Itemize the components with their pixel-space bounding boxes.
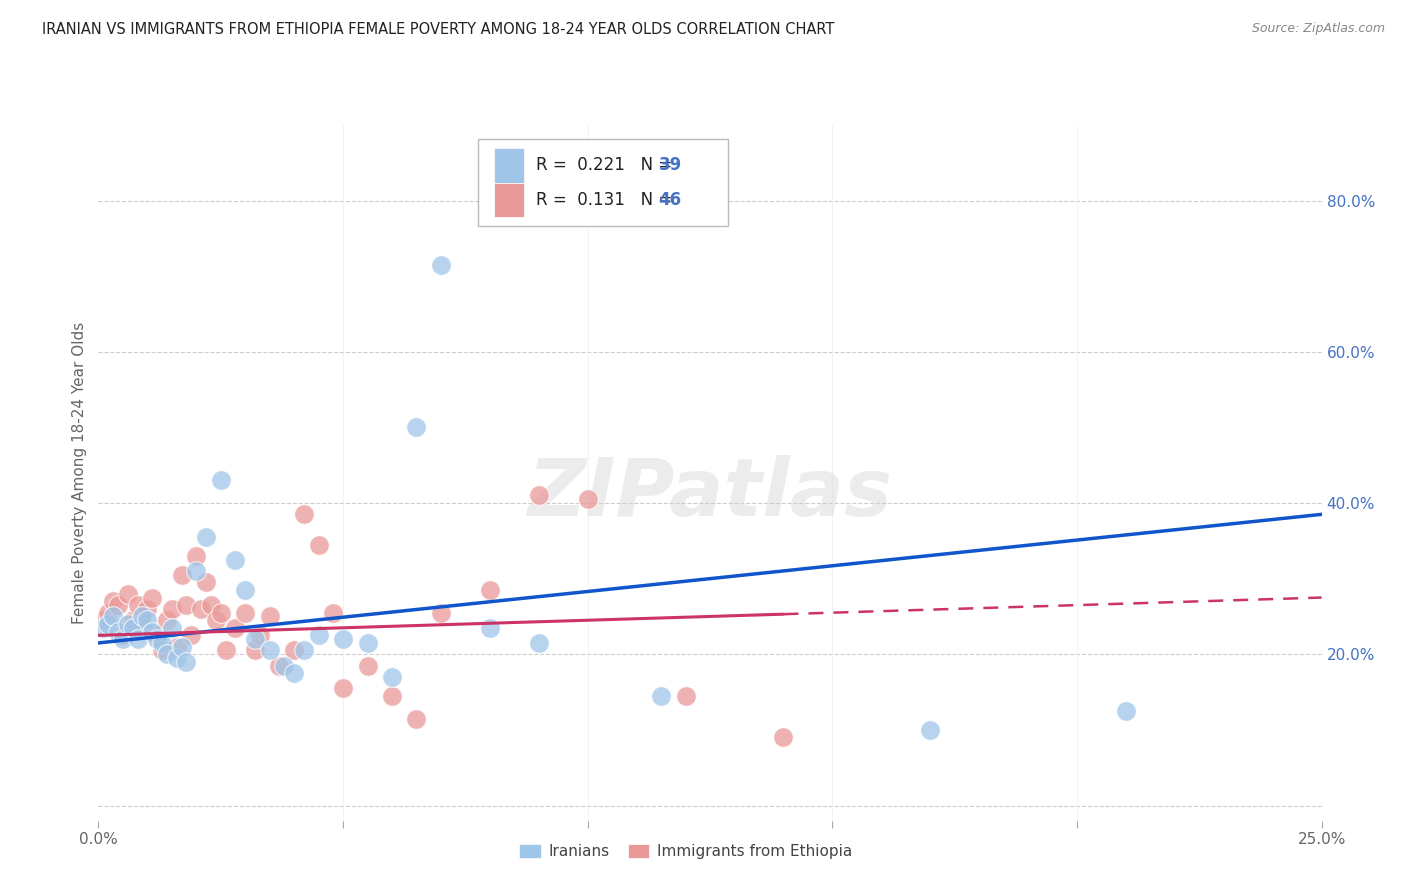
Point [111,628,134,642]
Point [292,508,315,522]
Text: 39: 39 [658,156,682,174]
Point [190,602,212,616]
Text: ZIPatlas: ZIPatlas [527,455,893,533]
Point [160,621,183,635]
FancyBboxPatch shape [494,148,524,183]
Point [186,564,208,578]
Point [772,731,794,745]
Point [180,628,202,642]
Point [101,594,124,608]
Point [91,621,114,635]
Point [166,640,188,654]
Point [117,617,139,632]
Point [166,651,188,665]
Point [243,632,266,647]
Legend: Iranians, Immigrants from Ethiopia: Iranians, Immigrants from Ethiopia [513,838,858,865]
Point [186,549,208,563]
Point [209,473,232,487]
Point [1115,704,1137,718]
Point [121,613,143,627]
Point [243,643,266,657]
Point [214,643,236,657]
Point [322,606,344,620]
Point [576,492,599,507]
Point [209,606,232,620]
Point [111,632,134,647]
Point [156,613,179,627]
Point [146,628,169,642]
Point [141,591,163,605]
Point [91,613,114,627]
Point [101,609,124,624]
Point [107,598,129,612]
Point [381,689,404,703]
FancyBboxPatch shape [478,139,728,226]
Point [233,582,256,597]
Point [430,258,453,272]
Point [381,670,404,684]
Point [527,636,550,650]
Point [920,723,942,737]
Point [170,640,193,654]
Point [131,617,153,632]
Text: Source: ZipAtlas.com: Source: ZipAtlas.com [1251,22,1385,36]
Point [107,624,129,639]
Point [176,655,198,669]
Point [127,632,149,647]
Point [205,613,228,627]
Point [430,606,453,620]
Point [160,602,183,616]
Point [269,658,291,673]
Point [224,552,246,567]
Text: R =  0.131   N =: R = 0.131 N = [536,191,678,209]
Text: R =  0.221   N =: R = 0.221 N = [536,156,678,174]
FancyBboxPatch shape [494,183,524,218]
Text: 46: 46 [658,191,682,209]
Point [675,689,697,703]
Point [195,530,218,544]
Point [141,624,163,639]
Point [224,621,246,635]
Point [97,606,120,620]
Point [121,621,143,635]
Point [650,689,672,703]
Point [233,606,256,620]
Point [273,658,295,673]
Point [97,617,120,632]
Point [478,582,501,597]
Point [136,602,159,616]
Text: IRANIAN VS IMMIGRANTS FROM ETHIOPIA FEMALE POVERTY AMONG 18-24 YEAR OLDS CORRELA: IRANIAN VS IMMIGRANTS FROM ETHIOPIA FEMA… [42,22,835,37]
Point [150,636,173,650]
Point [249,628,271,642]
Point [200,598,222,612]
Point [405,420,427,434]
Point [176,598,198,612]
Point [127,598,149,612]
Point [356,658,378,673]
Point [292,643,315,657]
Point [156,647,179,661]
Point [527,488,550,502]
Point [332,632,354,647]
Point [259,609,281,624]
Point [117,587,139,601]
Point [308,538,330,552]
Point [356,636,378,650]
Point [136,613,159,627]
Point [405,712,427,726]
Point [308,628,330,642]
Point [332,681,354,696]
Point [170,567,193,582]
Point [131,609,153,624]
Point [283,666,305,681]
Point [283,643,305,657]
Point [195,575,218,590]
Point [146,632,169,647]
Point [259,643,281,657]
Point [150,643,173,657]
Point [478,621,501,635]
Y-axis label: Female Poverty Among 18-24 Year Olds: Female Poverty Among 18-24 Year Olds [72,322,87,624]
